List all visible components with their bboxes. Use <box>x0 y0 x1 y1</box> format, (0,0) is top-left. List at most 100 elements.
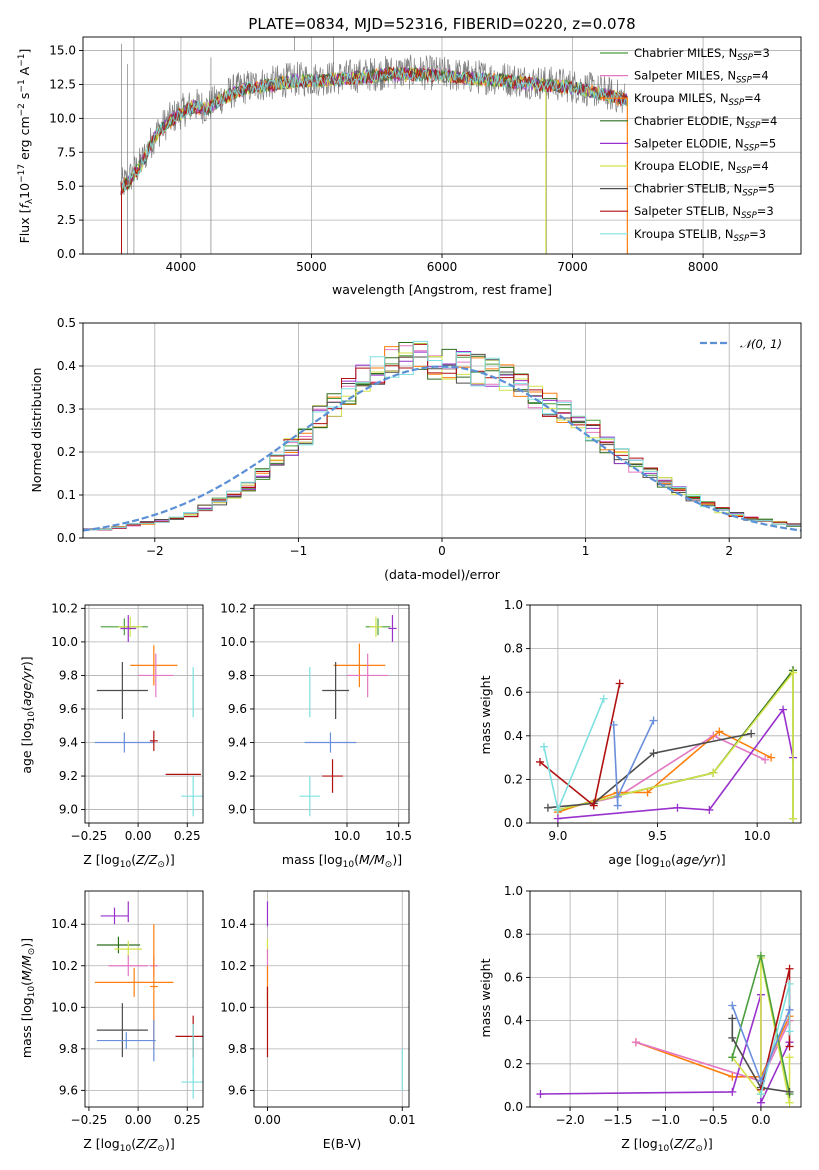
weight-vs-Z-panel: −2.0 −1.5 −1.0 −0.5 0.0 0.0 0.2 0.4 0.6 0.8 1.0 <box>504 884 802 1127</box>
series-marker <box>728 1033 737 1042</box>
series-marker <box>543 803 552 812</box>
mass-vs-Z-xtick-label: 0.25 <box>174 1113 201 1127</box>
mass-vs-EBV-ytick-label: 9.6 <box>228 1083 247 1097</box>
series-marker <box>631 1038 640 1047</box>
weight-vs-age-xtick-label: 9.0 <box>548 829 567 843</box>
series-line <box>557 670 794 819</box>
age-vs-mass-ytick-label: 10.2 <box>220 601 247 615</box>
mass-vs-EBV-xtick-label: 0.01 <box>389 1113 416 1127</box>
legend-label: Salpeter MILES, NSSP=4 <box>634 69 769 86</box>
age-vs-Z-point <box>96 662 148 720</box>
weight-vs-Z-ytick-label: 0.6 <box>504 970 523 984</box>
series-marker <box>785 1098 794 1107</box>
age-vs-Z-ytick-label: 9.6 <box>59 702 78 716</box>
spectrum-xtick-label: 5000 <box>296 260 327 274</box>
weight-vs-Z-ytick-label: 1.0 <box>504 884 523 898</box>
age-vs-mass-ytick-label: 9.6 <box>228 702 247 716</box>
residuals-ylabel: Normed distribution <box>29 368 44 493</box>
spectrum-plot-area <box>120 37 628 254</box>
series-marker <box>535 757 544 766</box>
spectrum-ytick-label: 15.0 <box>49 44 76 58</box>
weight-vs-age-ytick-label: 0.8 <box>504 642 523 656</box>
residuals-axes: −2 −1 0 1 2 0.0 0.1 0.2 0.3 0.4 0.5 <box>57 316 802 558</box>
age-vs-Z-ytick-label: 9.8 <box>59 668 78 682</box>
weight-vs-age-series <box>539 694 608 814</box>
mass-vs-Z-frame <box>84 890 204 1108</box>
series-marker <box>609 720 618 729</box>
mass-vs-EBV-ytick-label: 9.8 <box>228 1042 247 1056</box>
mass-vs-EBV-frame <box>253 890 410 1108</box>
spectrum-ytick-label: 12.5 <box>49 77 76 91</box>
age-vs-mass-point <box>322 759 343 793</box>
legend-label: Salpeter ELODIE, NSSP=5 <box>634 136 776 153</box>
series-marker <box>705 805 714 814</box>
series-marker <box>589 801 598 810</box>
weight-vs-age-ytick-label: 0.6 <box>504 685 523 699</box>
weight-vs-Z-xtick-label: −1.0 <box>651 1113 680 1127</box>
age-vs-mass-point <box>333 643 386 688</box>
age-vs-Z-ytick-label: 9.0 <box>59 803 78 817</box>
age-vs-mass-ytick-label: 9.4 <box>228 736 247 750</box>
weight-vs-Z-xtick-label: −2.0 <box>556 1113 585 1127</box>
series-marker <box>599 694 608 703</box>
mass-vs-Z-axes: −0.25 0.00 0.25 9.6 9.8 10.0 10.2 10.4 <box>51 890 204 1127</box>
age-vs-mass-point <box>299 776 321 817</box>
mass-vs-Z-xlabel: Z [log10(Z/Z⊙)] <box>83 1136 174 1154</box>
spectrum-legend: Chabrier MILES, NSSP=3 Salpeter MILES, NS… <box>600 46 777 244</box>
weight-vs-Z-frame <box>529 890 802 1108</box>
weight-vs-Z-series <box>728 951 794 1099</box>
series-marker <box>767 753 776 762</box>
spectrum-ytick-label: 5.0 <box>57 179 76 193</box>
mass-vs-Z-point <box>96 1032 156 1049</box>
spectrum-ylabel: Flux [fλ10−17 erg cm−2 s−1 A−1] <box>17 49 35 244</box>
series-marker <box>756 1077 765 1086</box>
weight-vs-age-ylabel: mass weight <box>478 675 493 754</box>
age-vs-Z-point <box>130 645 178 686</box>
mass-vs-EBV-ytick-label: 10.0 <box>220 1000 247 1014</box>
series-line <box>731 1018 790 1093</box>
mass-vs-EBV-ytick-label: 10.2 <box>220 959 247 973</box>
mass-vs-Z-xtick-label: 0.00 <box>125 1113 152 1127</box>
age-vs-Z-point <box>120 615 137 642</box>
mass-vs-Z-point <box>96 1003 148 1058</box>
age-vs-mass-panel: 10.0 10.5 9.0 9.2 9.4 9.6 9.8 10.0 10.2 <box>220 601 412 843</box>
age-vs-Z-xtick-label: −0.25 <box>71 829 108 843</box>
mass-vs-EBV-xlabel: E(B-V) <box>323 1136 362 1151</box>
mass-vs-Z-ytick-label: 10.4 <box>51 917 78 931</box>
age-vs-mass-point <box>304 732 357 753</box>
series-marker <box>728 1072 737 1081</box>
series-marker <box>785 1005 794 1014</box>
weight-vs-Z-ytick-label: 0.4 <box>504 1014 523 1028</box>
weight-vs-age-series <box>609 716 658 810</box>
age-vs-Z-ytick-label: 9.2 <box>59 769 78 783</box>
legend-label: Kroupa STELIB, NSSP=3 <box>634 227 766 244</box>
series-marker <box>761 755 770 764</box>
weight-vs-age-xlabel: age [log10(age/yr)] <box>608 852 725 870</box>
age-vs-mass-xlabel: mass [log10(M/M⊙)] <box>282 852 402 870</box>
weight-vs-Z-xtick-label: −1.5 <box>603 1113 632 1127</box>
age-vs-Z-point <box>181 776 203 817</box>
spectrum-xtick-label: 4000 <box>166 260 197 274</box>
spectrum-frame <box>82 36 802 255</box>
age-vs-Z-point <box>149 730 158 751</box>
age-vs-Z-xtick-label: 0.25 <box>174 829 201 843</box>
series-marker <box>709 768 718 777</box>
series-marker <box>789 668 798 677</box>
age-vs-mass-point <box>347 653 389 698</box>
weight-vs-age-series <box>535 679 624 810</box>
spectrum-axes: 4000 5000 6000 7000 8000 0.0 2.5 5.0 7.5 10.0 12.5… <box>49 36 802 274</box>
series-line <box>547 732 752 809</box>
legend-label: Chabrier MILES, NSSP=3 <box>634 46 770 63</box>
spectrum-ytick-label: 2.5 <box>57 213 76 227</box>
residuals-ytick-label: 0.3 <box>57 402 76 416</box>
series-marker <box>785 1042 794 1051</box>
series-marker <box>785 1053 794 1062</box>
age-vs-Z-frame <box>84 604 204 824</box>
residuals-xtick-label: 0 <box>438 544 446 558</box>
age-vs-mass-point <box>369 616 383 637</box>
age-vs-Z-ytick-label: 10.2 <box>51 601 78 615</box>
weight-vs-age-axes: 9.0 9.5 10.0 0.0 0.2 0.4 0.6 0.8 1.0 <box>504 598 802 843</box>
age-vs-mass-ytick-label: 9.0 <box>228 803 247 817</box>
mass-vs-Z-ytick-label: 9.8 <box>59 1042 78 1056</box>
series-marker <box>643 788 652 797</box>
